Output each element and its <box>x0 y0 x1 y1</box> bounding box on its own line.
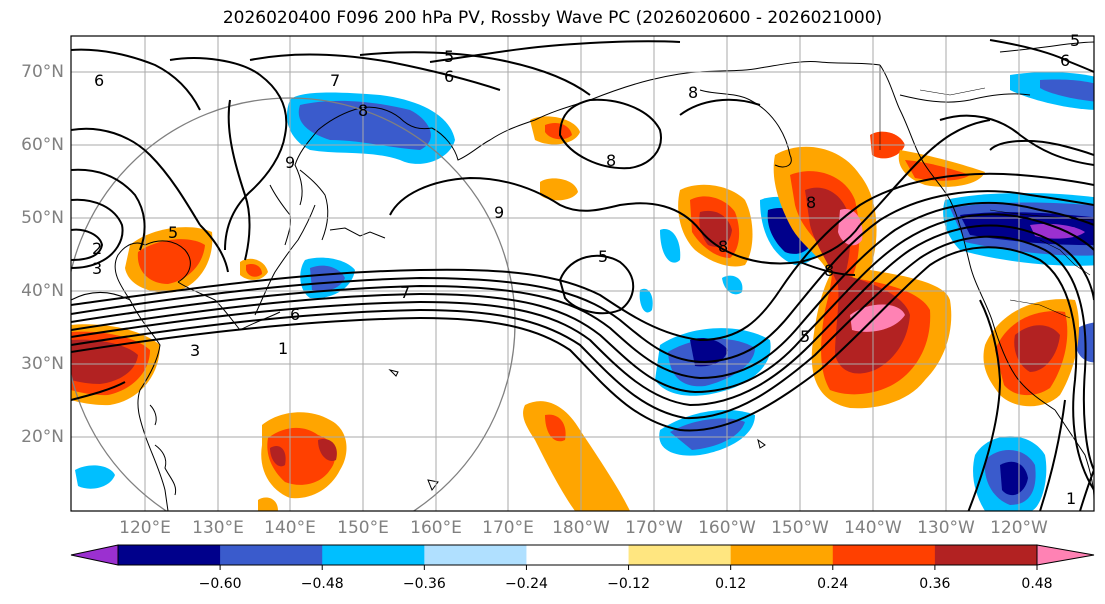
lon-label: 120°W <box>990 518 1048 538</box>
contour-label: 8 <box>358 101 368 120</box>
lat-label: 50°N <box>21 208 64 228</box>
lon-label: 140°E <box>264 518 316 538</box>
contour-label: 3 <box>190 341 200 360</box>
contour-label: 7 <box>330 71 340 90</box>
lon-label: 160°E <box>410 518 462 538</box>
contour-label: 5 <box>168 223 178 242</box>
lon-label: 170°E <box>482 518 534 538</box>
lat-label: 30°N <box>21 354 64 374</box>
lon-label: 170°W <box>625 518 683 538</box>
pv-contours <box>71 39 1094 511</box>
contour-label: 8 <box>824 261 834 280</box>
map-title: 2026020400 F096 200 hPa PV, Rossby Wave … <box>222 8 883 28</box>
contour-label: 6 <box>1060 51 1070 70</box>
contour-label: 8 <box>806 193 816 212</box>
lon-label: 150°E <box>337 518 389 538</box>
lon-label: 150°W <box>771 518 829 538</box>
contour-label: 1 <box>1066 489 1076 508</box>
contour-label: 9 <box>494 203 504 222</box>
colorbar-tick-label: −0.24 <box>504 576 548 592</box>
colorbar-tick-label: 0.48 <box>1021 576 1053 592</box>
contour-label: 2 <box>92 239 102 258</box>
lon-label: 160°W <box>698 518 756 538</box>
lon-label: 130°W <box>917 518 975 538</box>
contour-label: 6 <box>444 67 454 86</box>
reference-circle <box>71 97 516 511</box>
positive-anomaly-fills <box>71 116 1080 511</box>
contour-label: 5 <box>598 247 608 266</box>
contour-label: 8 <box>606 151 616 170</box>
colorbar-tick-label: −0.36 <box>402 576 446 592</box>
lon-label: 130°E <box>192 518 244 538</box>
contour-label: 5 <box>444 47 454 66</box>
contour-label: 1 <box>278 339 288 358</box>
contour-label: 5 <box>1070 31 1080 50</box>
colorbar-tick-label: 0.12 <box>715 576 747 592</box>
contour-label: 5 <box>800 327 810 346</box>
lat-label: 70°N <box>21 62 64 82</box>
political-borders <box>879 65 1094 319</box>
contour-label: 3 <box>92 259 102 278</box>
contour-label: 8 <box>718 237 728 256</box>
colorbar-tick-label: 0.36 <box>919 576 951 592</box>
lon-label: 140°W <box>844 518 902 538</box>
contour-label: 7 <box>400 283 410 302</box>
contour-label: 6 <box>290 305 300 324</box>
contour-labels: 6 5 6 7 8 9 8 8 9 5 7 6 5 1 3 2 3 5 8 8 … <box>92 31 1080 508</box>
lat-label: 40°N <box>21 281 64 301</box>
contour-label: 9 <box>285 153 295 172</box>
lon-label: 180°W <box>552 518 610 538</box>
contour-label: 6 <box>94 71 104 90</box>
lat-label: 20°N <box>21 427 64 447</box>
colorbar-tick-label: 0.24 <box>817 576 849 592</box>
lon-label: 120°E <box>119 518 171 538</box>
colorbar-tick-label: −0.12 <box>607 576 650 592</box>
colorbar-tick-label: −0.48 <box>300 576 344 592</box>
colorbar-tick-label: −0.60 <box>198 576 242 592</box>
lat-label: 60°N <box>21 135 64 155</box>
contour-label: 8 <box>688 83 698 102</box>
